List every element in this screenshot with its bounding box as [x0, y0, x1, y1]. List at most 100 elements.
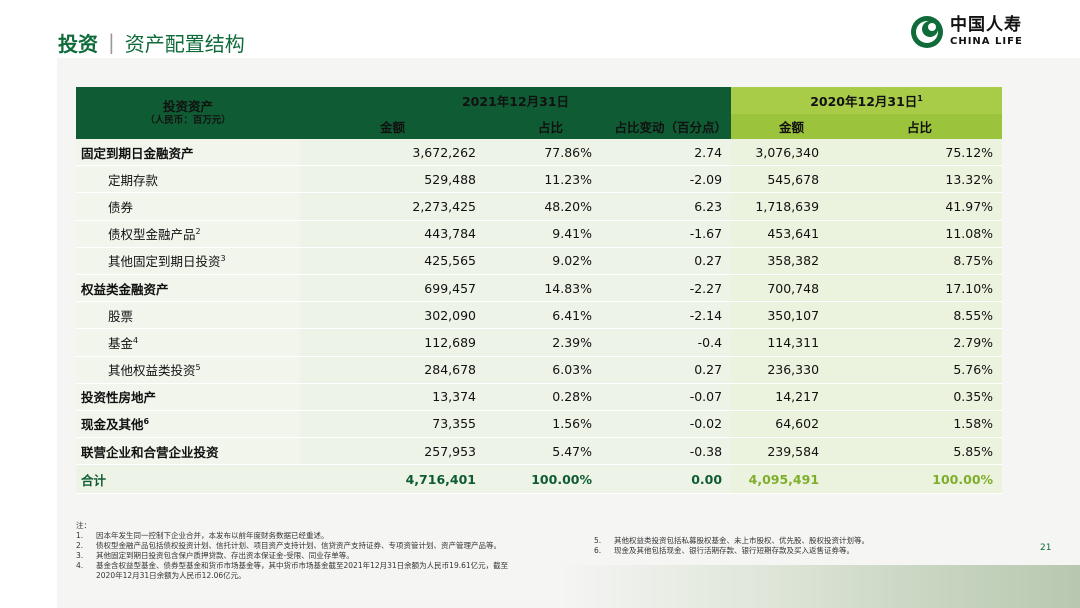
cell-ratio-2020: 5.85%	[861, 437, 1003, 466]
footnotes-right: 5. 其他权益类投资包括私募股权基金、未上市股权、优先股、股权投资计划等。 6. 现金…	[594, 536, 869, 556]
cell-ratio-2021: 14.83%	[485, 274, 601, 303]
table-row: 权益类金融资产 699,457 14.83% -2.27 700,748 17.10%	[76, 274, 1003, 303]
footnote-item: 3. 其他固定到期日投资包含保户质押贷款、存出资本保证金-受限、同业存单等。	[76, 551, 354, 560]
cell-amount-2020: 14,217	[731, 383, 862, 411]
cell-ratio-2021: 0.28%	[485, 383, 601, 411]
title-separator: |	[108, 30, 115, 54]
cell-ratio-2021: 5.47%	[485, 437, 601, 466]
row-label: 权益类金融资产	[76, 274, 300, 303]
cell-amount-2020: 114,311	[731, 328, 862, 357]
china-life-logo-icon	[911, 16, 943, 48]
cell-amount-2021: 425,565	[300, 247, 485, 275]
total-amount-2021: 4,716,401	[300, 464, 485, 495]
cell-ratio-2021: 9.41%	[485, 220, 601, 248]
header-corner: 投资资产 （人民币：百万元）	[76, 87, 300, 139]
cell-amount-2021: 302,090	[300, 301, 485, 330]
footnote-item: 2020年12月31日余额为人民币12.06亿元。	[96, 571, 246, 580]
total-change: 0.00	[601, 464, 732, 495]
row-label: 基金4	[76, 328, 300, 357]
cell-ratio-2020: 11.08%	[861, 220, 1003, 248]
cell-amount-2021: 13,374	[300, 383, 485, 411]
table-row: 现金及其他6 73,355 1.56% -0.02 64,602 1.58%	[76, 410, 1003, 439]
cell-amount-2021: 529,488	[300, 165, 485, 194]
row-label: 债权型金融产品2	[76, 220, 300, 248]
title-sub: 资产配置结构	[124, 31, 245, 56]
col-ratio-2020: 占比	[861, 114, 1003, 139]
row-label: 联营企业和合营企业投资	[76, 437, 300, 466]
cell-ratio-2021: 6.03%	[485, 356, 601, 384]
header-2021-label: 2021年12月31日	[461, 94, 570, 109]
cell-amount-2020: 350,107	[731, 301, 862, 330]
cell-ratio-2021: 6.41%	[485, 301, 601, 330]
decorative-strip	[560, 565, 1080, 608]
footnote-item: 4. 基金含权益型基金、债券型基金和货币市场基金等，其中货币市场基金截至2021年…	[76, 561, 509, 570]
row-label: 投资性房地产	[76, 383, 300, 411]
col-amount-2021: 金额	[300, 114, 485, 139]
cell-amount-2020: 239,584	[731, 437, 862, 466]
cell-amount-2021: 2,273,425	[300, 192, 485, 221]
table-row: 固定到期日金融资产 3,672,262 77.86% 2.74 3,076,340 75.…	[76, 139, 1003, 167]
cell-amount-2020: 64,602	[731, 410, 862, 439]
table-row: 联营企业和合营企业投资 257,953 5.47% -0.38 239,584 5.85%	[76, 437, 1003, 466]
footnote-item: 2. 债权型金融产品包括债权投资计划、信托计划、项目资产支持计划、信贷资产支持证券…	[76, 541, 501, 550]
total-amount-2020: 4,095,491	[731, 464, 862, 495]
asset-allocation-table: 投资资产 （人民币：百万元） 2021年12月31日 2020年12月31日1 …	[76, 87, 1003, 495]
total-ratio-2020: 100.00%	[861, 464, 1003, 495]
footnote-item: 1. 因本年发生同一控制下企业合并，本发布以前年度财务数据已经重述。	[76, 531, 329, 540]
footnote-item: 6. 现金及其他包括现金、银行活期存款、银行短期存款及买入返售证券等。	[594, 546, 854, 555]
cell-ratio-2020: 8.55%	[861, 301, 1003, 330]
row-label: 固定到期日金融资产	[76, 139, 300, 167]
total-label: 合计	[76, 464, 300, 495]
page-number: 21	[1040, 543, 1052, 553]
cell-change: 6.23	[601, 192, 732, 221]
total-row: 合计 4,716,401 100.00% 0.00 4,095,491 100.00%	[76, 464, 1003, 495]
table-row: 其他权益类投资5 284,678 6.03% 0.27 236,330 5.76%	[76, 356, 1003, 384]
china-life-logo: 中国人寿 CHINA LIFE	[910, 12, 1050, 52]
table-row: 基金4 112,689 2.39% -0.4 114,311 2.79%	[76, 328, 1003, 357]
page-title: 投资 | 资产配置结构	[58, 26, 245, 58]
cell-ratio-2021: 9.02%	[485, 247, 601, 275]
row-label: 债券	[76, 192, 300, 221]
cell-ratio-2020: 75.12%	[861, 139, 1003, 167]
row-label: 现金及其他6	[76, 410, 300, 439]
cell-ratio-2021: 48.20%	[485, 192, 601, 221]
cell-ratio-2020: 5.76%	[861, 356, 1003, 384]
cell-amount-2021: 257,953	[300, 437, 485, 466]
row-label: 股票	[76, 301, 300, 330]
corner-title: 投资资产	[162, 99, 213, 115]
cell-amount-2021: 699,457	[300, 274, 485, 303]
cell-amount-2020: 1,718,639	[731, 192, 862, 221]
cell-ratio-2020: 17.10%	[861, 274, 1003, 303]
cell-amount-2020: 236,330	[731, 356, 862, 384]
footnotes-left: 注： 1. 因本年发生同一控制下企业合并，本发布以前年度财务数据已经重述。 2. 债权…	[76, 521, 508, 581]
cell-amount-2021: 443,784	[300, 220, 485, 248]
cell-change: -1.67	[601, 220, 732, 248]
logo-en-text: CHINA LIFE	[950, 36, 1023, 47]
cell-change: 0.27	[601, 247, 732, 275]
table-row: 其他固定到期日投资3 425,565 9.02% 0.27 358,382 8.75%	[76, 247, 1003, 275]
header-2020-sup: 1	[917, 93, 923, 103]
cell-change: 2.74	[601, 139, 732, 167]
cell-amount-2021: 3,672,262	[300, 139, 485, 167]
cell-change: 0.27	[601, 356, 732, 384]
cell-change: -2.09	[601, 165, 732, 194]
cell-ratio-2021: 2.39%	[485, 328, 601, 357]
col-change-2021: 占比变动（百分点）	[601, 114, 732, 139]
cell-change: -0.07	[601, 383, 732, 411]
cell-change: -0.02	[601, 410, 732, 439]
header-2020: 2020年12月31日1	[731, 87, 1003, 114]
footnote-item: 5. 其他权益类投资包括私募股权基金、未上市股权、优先股、股权投资计划等。	[594, 536, 869, 545]
row-label: 其他权益类投资5	[76, 356, 300, 384]
cell-ratio-2020: 2.79%	[861, 328, 1003, 357]
table-row: 股票 302,090 6.41% -2.14 350,107 8.55%	[76, 301, 1003, 330]
cell-amount-2021: 73,355	[300, 410, 485, 439]
cell-amount-2021: 284,678	[300, 356, 485, 384]
cell-amount-2020: 3,076,340	[731, 139, 862, 167]
table-row: 投资性房地产 13,374 0.28% -0.07 14,217 0.35%	[76, 383, 1003, 411]
cell-amount-2020: 453,641	[731, 220, 862, 248]
col-amount-2020: 金额	[731, 114, 862, 139]
cell-amount-2020: 545,678	[731, 165, 862, 194]
cell-change: -0.38	[601, 437, 732, 466]
cell-ratio-2020: 8.75%	[861, 247, 1003, 275]
cell-ratio-2021: 1.56%	[485, 410, 601, 439]
